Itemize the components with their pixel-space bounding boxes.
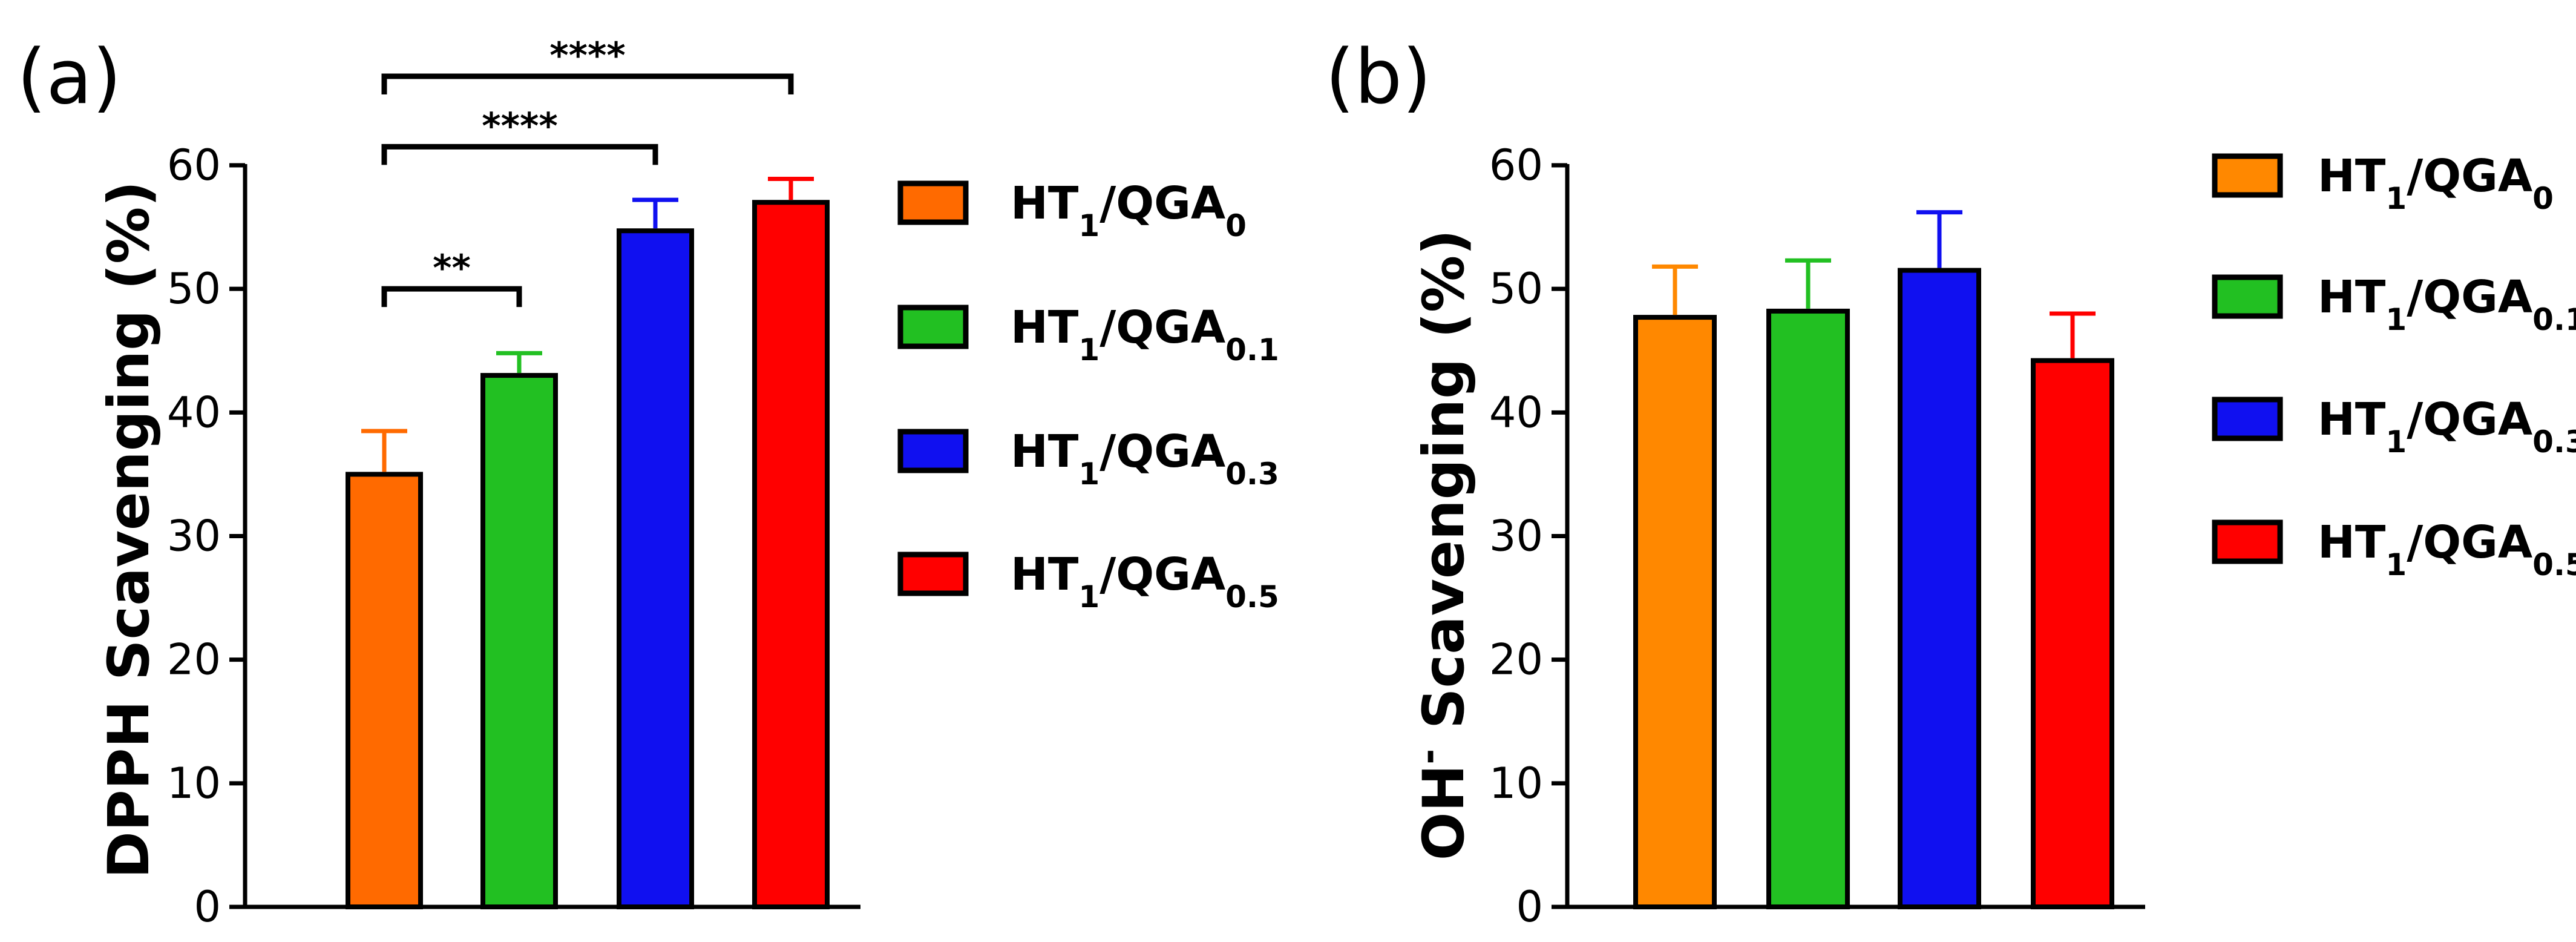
panel-b-y-axis-label-post: Scavenging (%)	[1411, 229, 1477, 749]
legend-label-main: HT	[1011, 301, 1079, 354]
panel-b-legend-swatch	[2212, 153, 2283, 198]
panel-b-axes: 0 10 20 30 40 50 60	[1489, 140, 2145, 932]
panel-a-y-tick-label: 30	[167, 512, 221, 561]
panel-b-y-axis-label-sup: -	[1406, 749, 1450, 765]
legend-label-mid: /QGA	[2407, 394, 2532, 446]
legend-label-sub2: 0.1	[2532, 302, 2576, 337]
panel-b-legend-swatch	[2212, 519, 2283, 564]
legend-label-main: HT	[1011, 548, 1079, 601]
panel-b-y-tick-label: 20	[1489, 635, 1543, 685]
panel-a-legend-swatch	[897, 552, 969, 596]
panel-b-bar	[1633, 315, 1717, 909]
legend-label-main: HT	[1011, 177, 1079, 229]
legend-label-mid: /QGA	[1100, 548, 1225, 601]
panel-a-y-tick-label: 10	[167, 759, 221, 808]
panel-b-bar	[1766, 308, 1850, 909]
legend-label-sub2: 0.5	[1225, 579, 1279, 614]
panel-a-y-tick-label: 40	[167, 387, 221, 437]
legend-label-mid: /QGA	[2407, 516, 2532, 568]
panel-b-y-tick-label: 50	[1489, 264, 1543, 314]
panel-b-legend-label: HT1/QGA0.1	[2318, 271, 2576, 337]
panel-a-significance-bracket	[381, 286, 522, 308]
panel-a-significance: **********	[381, 35, 794, 308]
panel-a-legend-swatch	[897, 180, 969, 225]
panel-b-legend-label: HT1/QGA0.5	[2318, 516, 2576, 582]
panel-b-legend-label: HT1/QGA0	[2318, 150, 2554, 216]
legend-label-main: HT	[2318, 394, 2386, 446]
panel-a-bar	[617, 228, 694, 909]
panel-b-y-tick-label: 0	[1516, 882, 1543, 932]
legend-label-mid: /QGA	[1100, 301, 1225, 354]
legend-label-sub2: 0.5	[2532, 547, 2576, 582]
legend-label-sub1: 1	[1078, 208, 1100, 243]
panel-b-label: (b)	[1325, 34, 1431, 121]
panel-a-legend-swatch	[897, 305, 969, 349]
legend-label-sub2: 0.1	[1225, 332, 1279, 367]
panel-b-bar	[1898, 268, 1981, 910]
panel-b-legend-swatch	[2212, 274, 2283, 319]
panel-a-bars	[346, 176, 830, 909]
legend-label-mid: /QGA	[2407, 150, 2532, 202]
panel-a-legend-swatch	[897, 429, 969, 473]
panel-a-significance-bracket	[381, 73, 794, 94]
legend-label-sub1: 1	[2385, 302, 2407, 337]
panel-b-legend-label: HT1/QGA0.3	[2318, 394, 2576, 459]
panel-a-axes: 0 10 20 30 40 50 60	[167, 140, 860, 932]
legend-label-main: HT	[2318, 516, 2386, 568]
legend-label-main: HT	[2318, 150, 2386, 202]
panel-a-legend-label: HT1/QGA0.3	[1011, 426, 1279, 492]
panel-b-y-axis-label: OH- Scavenging (%)	[1406, 229, 1478, 860]
legend-label-sub1: 1	[1078, 579, 1100, 614]
panel-b-y-tick-label: 40	[1489, 387, 1543, 437]
panel-b-legend-swatch	[2212, 397, 2283, 441]
panel-a-y-tick-label: 0	[194, 882, 221, 932]
panel-a-legend-label: HT1/QGA0	[1011, 177, 1247, 243]
legend-label-mid: /QGA	[1100, 426, 1225, 478]
panel-a-significance-bracket	[381, 143, 658, 165]
panel-b-y-tick-label: 60	[1489, 140, 1543, 190]
panel-a-significance-label: ****	[549, 35, 626, 77]
panel-a-legend-label: HT1/QGA0.5	[1011, 548, 1279, 614]
panel-a-y-tick-label: 20	[167, 635, 221, 685]
legend-label-sub2: 0.3	[1225, 456, 1279, 492]
panel-a-label: (a)	[17, 34, 122, 121]
panel-a-significance-label: **	[433, 247, 471, 289]
legend-label-mid: /QGA	[2407, 271, 2532, 323]
legend-label-sub1: 1	[1078, 456, 1100, 492]
legend-label-sub2: 0.3	[2532, 424, 2576, 459]
legend-label-sub1: 1	[2385, 424, 2407, 459]
panel-b-bars	[1633, 210, 2114, 910]
legend-label-main: HT	[1011, 426, 1079, 478]
panel-a-bar	[480, 373, 558, 909]
legend-label-sub1: 1	[1078, 332, 1100, 367]
legend-label-main: HT	[2318, 271, 2386, 323]
panel-b-y-tick-label: 30	[1489, 512, 1543, 561]
panel-a-bar	[346, 472, 423, 909]
panel-b-y-axis-label-pre: OH	[1411, 765, 1477, 861]
legend-label-mid: /QGA	[1100, 177, 1225, 229]
panel-a-y-tick-label: 50	[167, 264, 221, 314]
panel-a-y-tick-label: 60	[167, 140, 221, 190]
panel-a-bar	[752, 200, 830, 909]
legend-label-sub1: 1	[2385, 181, 2407, 216]
panel-a-significance-label: ****	[482, 105, 558, 147]
panel-a-legend-label: HT1/QGA0.1	[1011, 301, 1279, 367]
legend-label-sub2: 0	[2532, 181, 2554, 216]
panel-b-bar	[2031, 358, 2114, 909]
panel-b-y-tick-label: 10	[1489, 759, 1543, 808]
legend-label-sub1: 1	[2385, 547, 2407, 582]
legend-label-sub2: 0	[1225, 208, 1247, 243]
panel-a-y-axis-label: DPPH Scavenging (%)	[96, 181, 162, 879]
